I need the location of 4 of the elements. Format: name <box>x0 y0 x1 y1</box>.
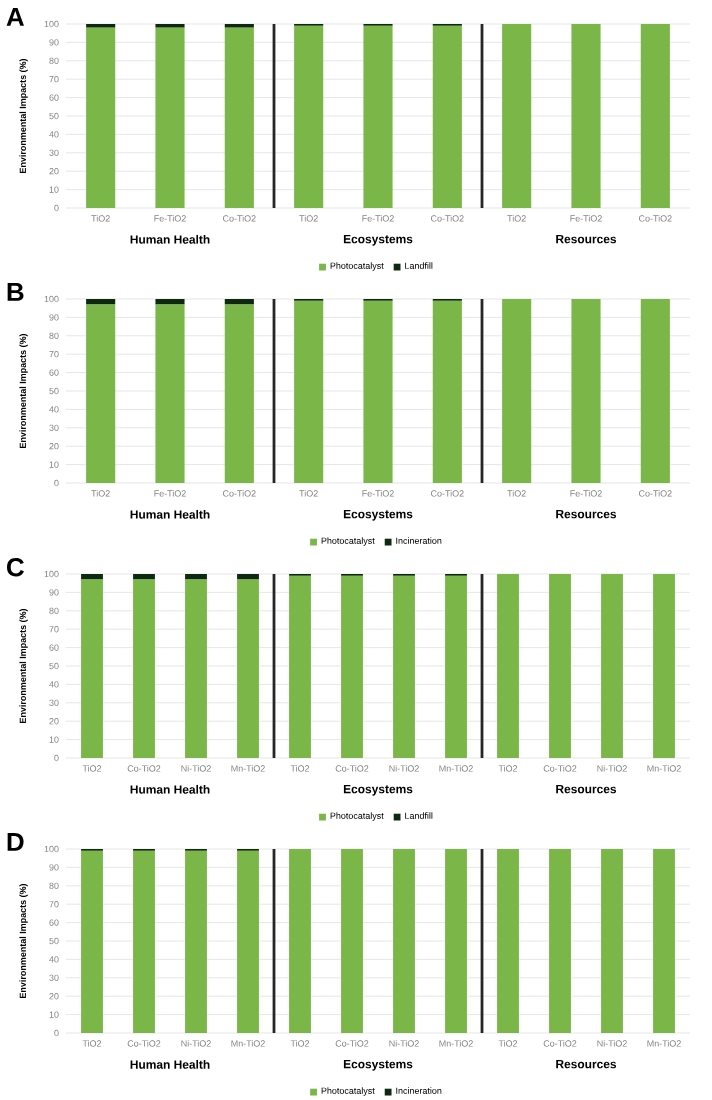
chart-title: C <box>7 558 24 577</box>
chart-title: D <box>7 833 24 851</box>
chart-title: B <box>7 283 24 301</box>
chart-title: A <box>6 8 24 26</box>
